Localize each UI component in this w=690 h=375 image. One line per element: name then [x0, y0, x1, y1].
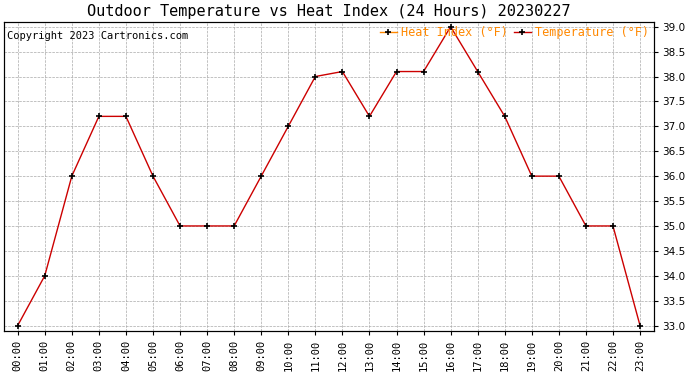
- Legend: Heat Index (°F), Temperature (°F): Heat Index (°F), Temperature (°F): [375, 22, 653, 44]
- Text: Copyright 2023 Cartronics.com: Copyright 2023 Cartronics.com: [8, 31, 188, 41]
- Title: Outdoor Temperature vs Heat Index (24 Hours) 20230227: Outdoor Temperature vs Heat Index (24 Ho…: [87, 4, 571, 19]
